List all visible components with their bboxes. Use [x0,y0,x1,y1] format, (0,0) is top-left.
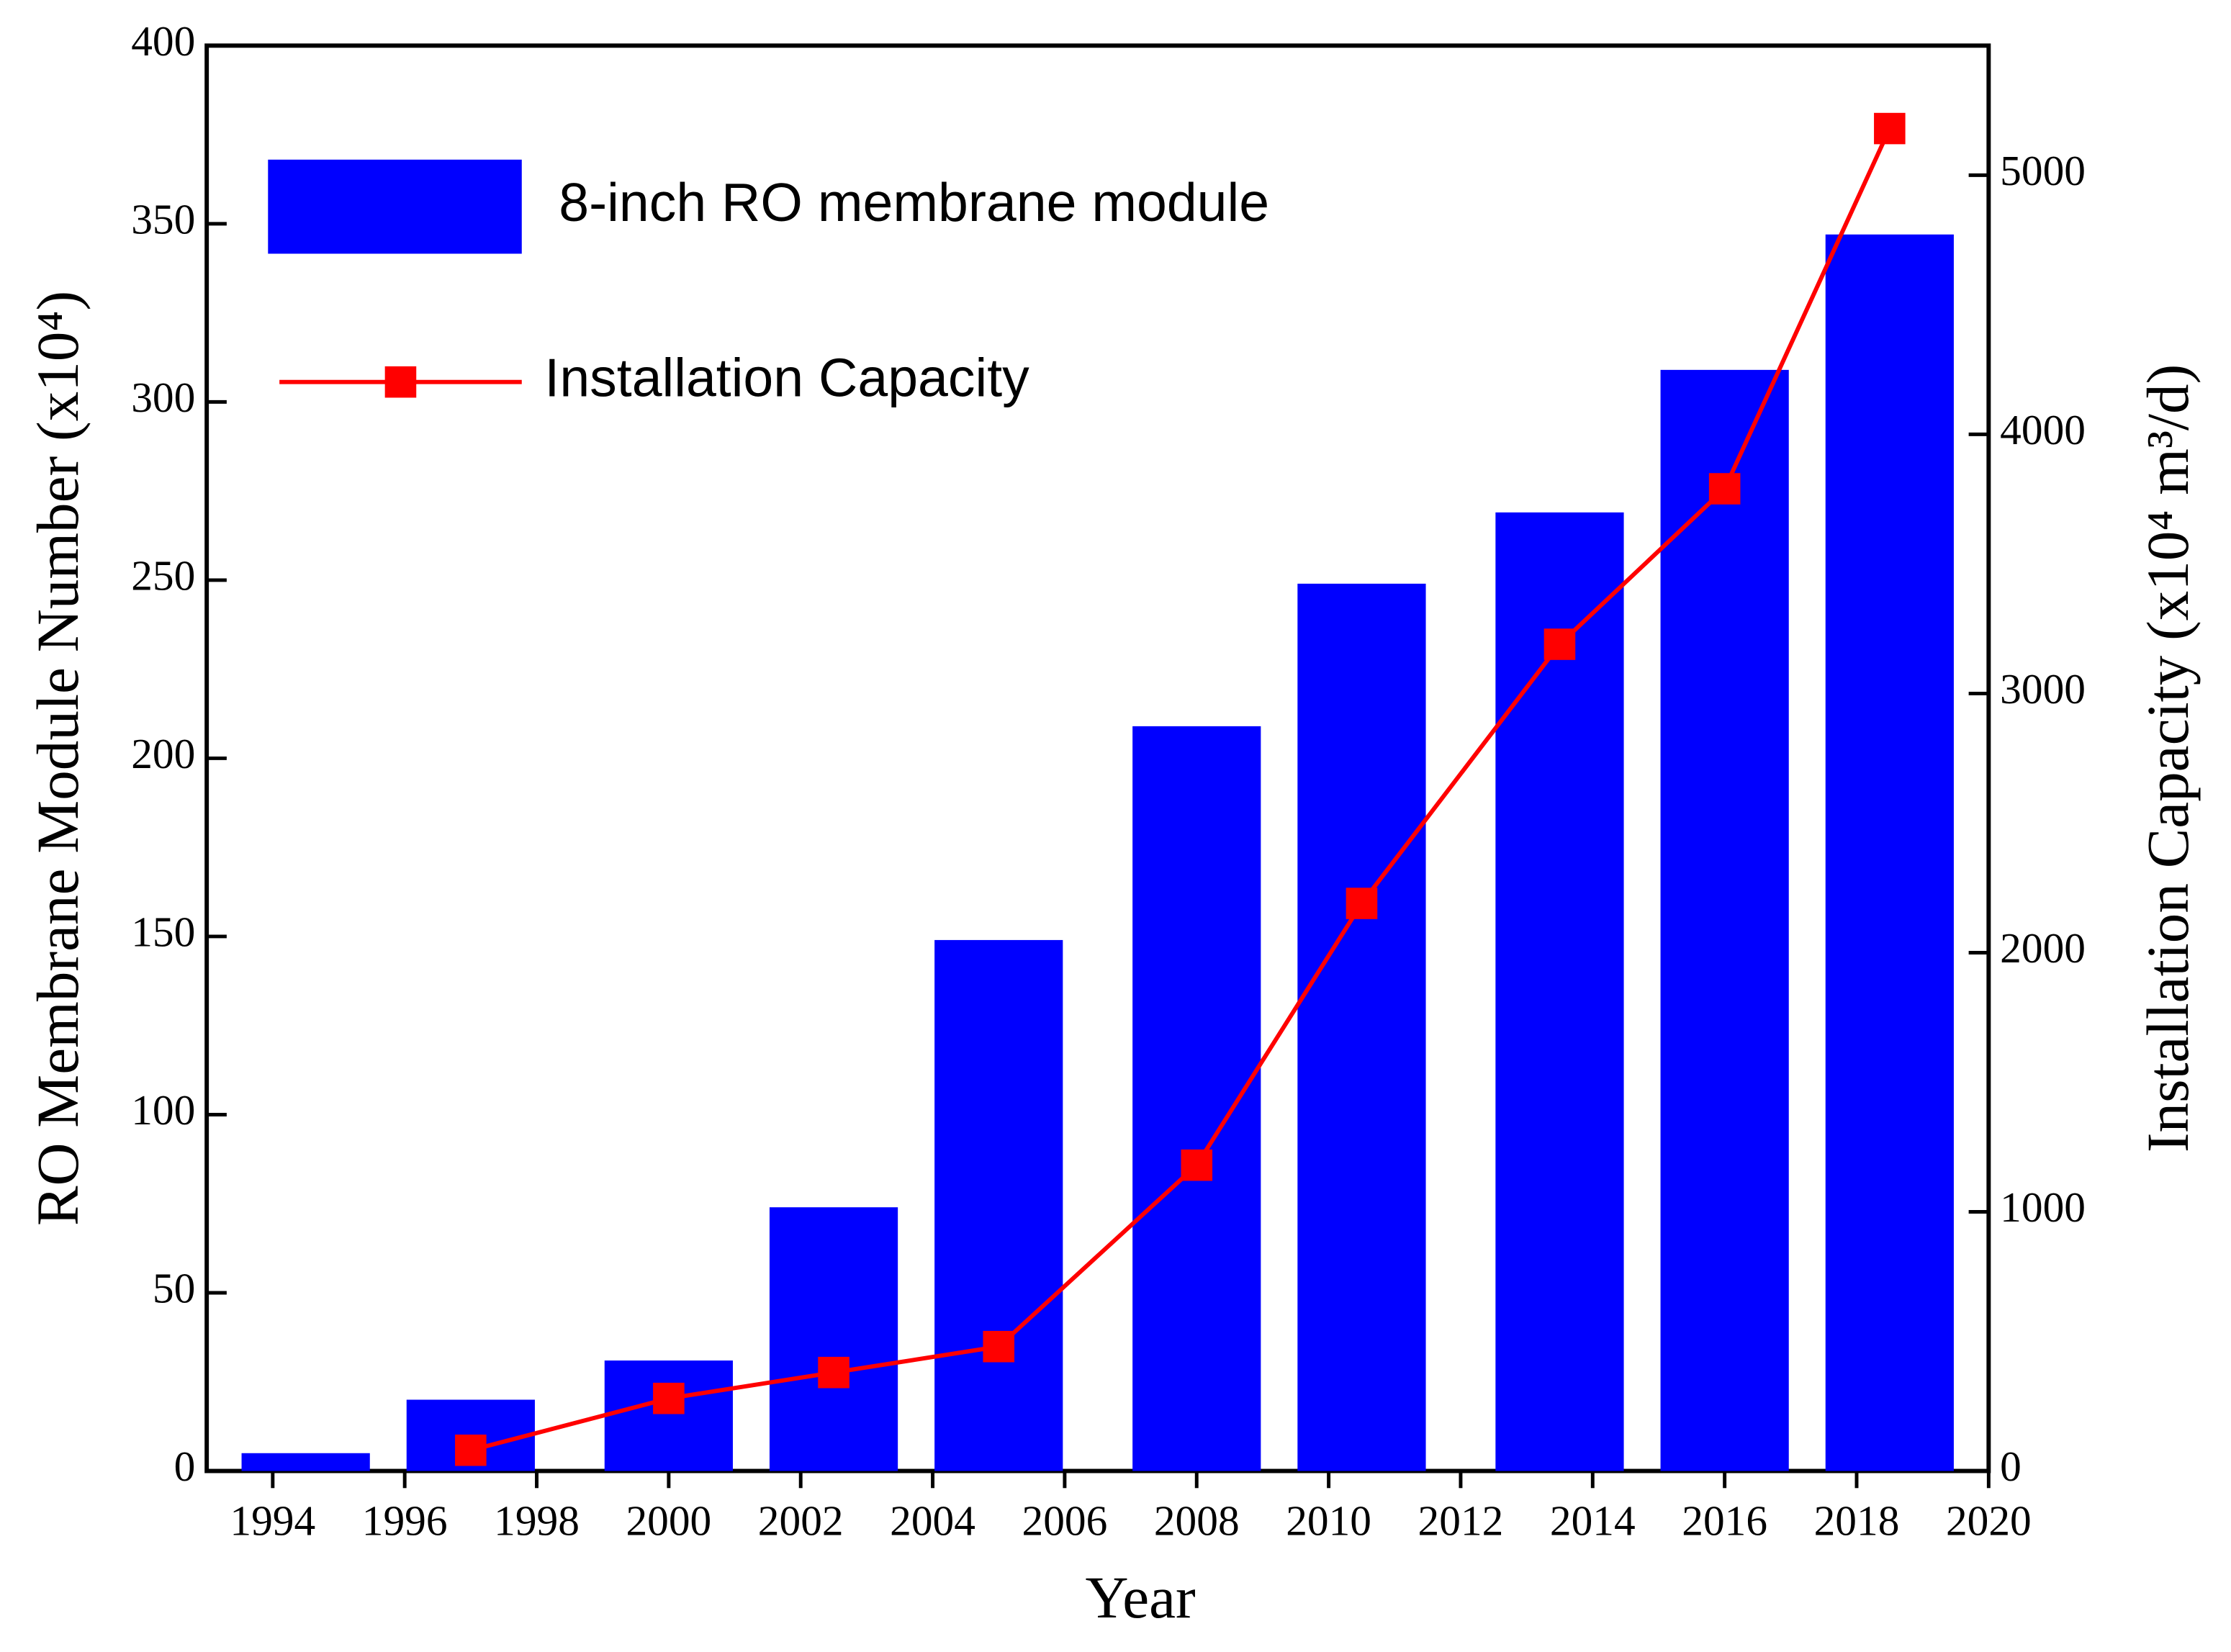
marker [983,1330,1015,1363]
x-tick-label: 2016 [1682,1497,1767,1544]
y-tick-label: 150 [131,908,195,956]
y2-tick-label: 0 [2000,1443,2022,1490]
marker [1874,112,1906,145]
y2-tick-label: 4000 [2000,406,2086,453]
x-axis-title: Year [1086,1564,1196,1630]
y2-axis-title: Installation Capacity (x10⁴ m³/d) [2135,364,2201,1152]
bar [241,1453,370,1471]
x-tick-label: 1998 [494,1497,580,1544]
marker [1543,628,1576,660]
marker [1181,1149,1213,1181]
bar [1132,726,1261,1471]
y-tick-label: 250 [131,552,195,600]
y-tick-label: 100 [131,1086,195,1134]
legend-swatch [268,159,522,254]
y2-tick-label: 3000 [2000,665,2086,713]
y-tick-label: 200 [131,730,195,777]
bar [1825,234,1954,1471]
bar [769,1207,898,1471]
x-tick-label: 2014 [1550,1497,1636,1544]
x-tick-label: 2006 [1022,1497,1108,1544]
x-tick-label: 2000 [626,1497,711,1544]
bar [934,939,1063,1471]
x-tick-label: 2002 [758,1497,844,1544]
bar [604,1360,733,1471]
y-tick-label: 0 [174,1443,196,1490]
y-tick-label: 300 [131,374,195,421]
marker [653,1382,685,1414]
y-tick-label: 400 [131,17,195,65]
legend-marker [384,366,417,398]
x-tick-label: 2020 [1946,1497,2032,1544]
bar [1297,583,1426,1471]
marker [818,1356,849,1389]
x-tick-label: 2010 [1286,1497,1371,1544]
x-tick-label: 2018 [1814,1497,1900,1544]
legend-label: 8-inch RO membrane module [559,172,1269,233]
y2-tick-label: 2000 [2000,924,2086,972]
y-tick-label: 350 [131,196,195,243]
y-tick-label: 50 [153,1265,195,1312]
bar [1495,512,1624,1471]
bar [1660,369,1789,1471]
y2-tick-label: 5000 [2000,147,2086,194]
legend-label: Installation Capacity [544,348,1029,408]
x-tick-label: 1994 [230,1497,315,1544]
x-tick-label: 2008 [1154,1497,1240,1544]
marker [1346,888,1378,919]
marker [1708,473,1741,505]
y2-tick-label: 1000 [2000,1183,2086,1231]
marker [455,1434,487,1466]
y-axis-title: RO Membrane Module Number (x10⁴) [24,291,91,1226]
x-tick-label: 2012 [1418,1497,1504,1544]
x-tick-label: 1996 [362,1497,448,1544]
x-tick-label: 2004 [890,1497,975,1544]
